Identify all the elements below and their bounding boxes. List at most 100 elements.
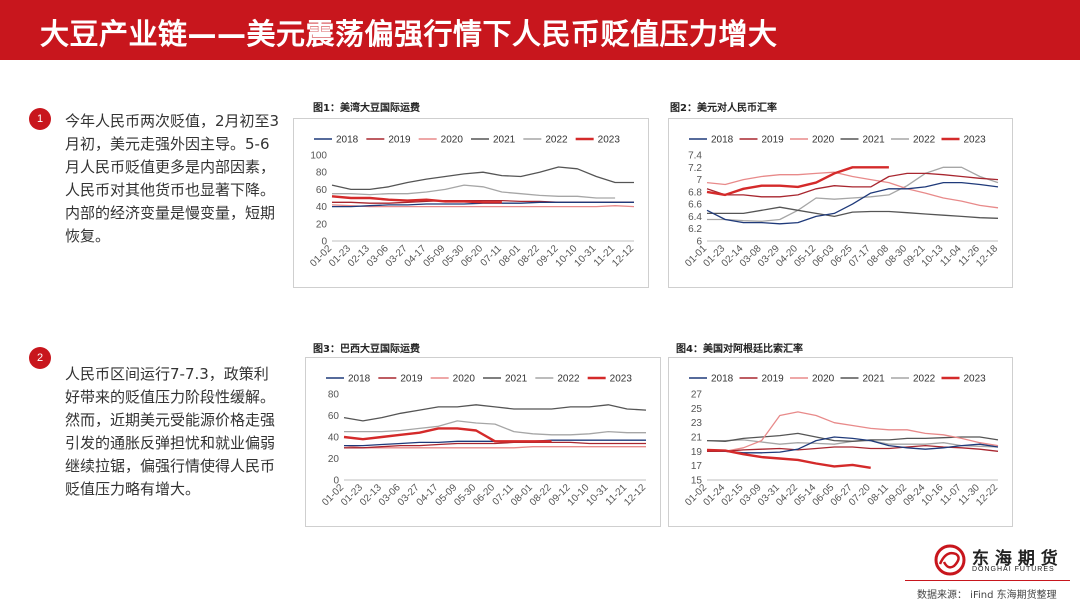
data-source: 数据来源： iFind 东海期货整理 (917, 590, 1057, 601)
x-tick-label: 06-20 (471, 482, 497, 508)
legend-label-2022: 2022 (557, 374, 580, 385)
y-tick-label: 6.6 (688, 200, 702, 211)
series-line-2019 (344, 441, 646, 449)
chart-2-svg: 2018 2019 2020 2021 2022 202366.26.46.66.877.… (683, 135, 1000, 270)
legend-label-2023: 2023 (610, 374, 633, 385)
legend-label-2020: 2020 (453, 374, 476, 385)
legend-label-2019: 2019 (388, 135, 411, 146)
series-line-2023 (706, 448, 871, 469)
y-tick-label: 19 (691, 447, 703, 458)
y-tick-label: 7 (696, 175, 702, 186)
chart-2-caption: 图2：美元对人民币汇率 (670, 103, 777, 114)
legend-label-2018: 2018 (711, 374, 734, 385)
y-tick-label: 60 (328, 411, 340, 422)
point-1-text: 今年人民币两次贬值，2月初至3月初，美元走强外因主导。5-6月人民币贬值更多是内… (65, 112, 280, 245)
legend-label-2019: 2019 (762, 135, 785, 146)
series-line-2023 (331, 195, 502, 204)
legend-label-2021: 2021 (505, 374, 528, 385)
series-line-2022 (332, 184, 616, 199)
legend-label-2020: 2020 (441, 135, 464, 146)
y-tick-label: 27 (691, 390, 703, 401)
chart-1: 2018 2019 2020 2021 2022 2023 0 20 40 60 80 100 01-0… (293, 118, 649, 288)
title-bar: 大豆产业链——美元震荡偏强行情下人民币贬值压力增大 (0, 0, 1080, 60)
series-line-2020 (706, 411, 999, 452)
chart-1-svg: 2018 2019 2020 2021 2022 202302040608010001-0… (308, 135, 636, 270)
logo-divider (905, 580, 1070, 581)
legend-label-2021: 2021 (863, 135, 886, 146)
y-tick-label: 0 (321, 237, 327, 248)
y-tick-label: 80 (328, 390, 340, 401)
legend-label-2020: 2020 (812, 135, 835, 146)
y-tick-label: 21 (691, 433, 703, 444)
point-2-number: 2 (29, 347, 51, 369)
legend-label-2018: 2018 (711, 135, 734, 146)
x-tick-label: 06-20 (459, 243, 485, 269)
series-line-2021 (343, 404, 647, 422)
chart-3-svg: 2018 2019 2020 2021 2022 202302040608001-0201… (320, 374, 648, 509)
legend-label-2021: 2021 (493, 135, 516, 146)
series-line-2020 (343, 444, 646, 449)
chart-4-svg: 2018 2019 2020 2021 2022 20231517192123252701… (683, 374, 1000, 509)
series-line-2021 (331, 166, 634, 191)
y-tick-label: 0 (333, 476, 339, 487)
legend-label-2018: 2018 (348, 374, 371, 385)
y-tick-label: 40 (328, 433, 340, 444)
series-line-2023 (706, 166, 889, 197)
y-tick-label: 15 (691, 476, 703, 487)
series-line-2019 (706, 172, 999, 198)
legend-label-2019: 2019 (762, 374, 785, 385)
series-line-2022 (344, 420, 646, 436)
chart-2: 2018 2019 2020 2021 2022 2023 6 6.2 6.4 6.6 6.8 7 7.… (668, 118, 1013, 288)
y-tick-label: 20 (328, 454, 340, 465)
series-line-2021 (707, 206, 999, 219)
series-line-2022 (707, 166, 999, 222)
y-tick-label: 6.8 (688, 187, 702, 198)
x-tick-label: 10-31 (573, 243, 599, 269)
y-tick-label: 6.4 (688, 212, 702, 223)
y-tick-label: 100 (310, 151, 327, 162)
series-line-2020 (706, 171, 999, 209)
x-tick-label: 10-31 (585, 482, 611, 508)
point-1-number: 1 (29, 108, 51, 130)
x-tick-label: 12-22 (974, 482, 1000, 508)
y-tick-label: 60 (316, 185, 328, 196)
series-line-2018 (706, 181, 999, 225)
y-tick-label: 40 (316, 202, 328, 213)
y-tick-label: 25 (691, 404, 703, 415)
chart-4: 2018 2019 2020 2021 2022 2023 15 17 19 21 23 25 27 01… (668, 357, 1013, 527)
page-title: 大豆产业链——美元震荡偏强行情下人民币贬值压力增大 (40, 17, 778, 51)
legend-label-2021: 2021 (863, 374, 886, 385)
x-tick-label: 12-18 (974, 243, 1000, 269)
chart-3-caption: 图3：巴西大豆国际运费 (313, 344, 420, 355)
chart-1-caption: 图1：美湾大豆国际运费 (313, 103, 420, 114)
legend-label-2019: 2019 (400, 374, 423, 385)
legend-label-2023: 2023 (964, 374, 987, 385)
dragon-logo-icon (934, 544, 966, 576)
y-tick-label: 20 (316, 219, 328, 230)
legend-label-2018: 2018 (336, 135, 359, 146)
y-tick-label: 17 (691, 461, 703, 472)
logo-english-name: DONGHAI FUTURES (972, 566, 1055, 573)
legend-label-2022: 2022 (545, 135, 568, 146)
y-tick-label: 6.2 (688, 224, 702, 235)
chart-3: 2018 2019 2020 2021 2022 2023 0 20 40 60 80 01-02 01… (305, 357, 661, 527)
series-line-2018 (706, 436, 999, 454)
x-tick-label: 12-12 (622, 482, 648, 508)
point-2-text: 人民币区间运行7-7.3，政策利好带来的贬值压力阶段性缓解。然而，近期美元受能源… (65, 365, 276, 498)
chart-4-caption: 图4：美国对阿根廷比索汇率 (676, 344, 803, 355)
legend-label-2023: 2023 (598, 135, 621, 146)
y-tick-label: 6 (696, 237, 702, 248)
legend-label-2020: 2020 (812, 374, 835, 385)
legend-label-2022: 2022 (913, 374, 936, 385)
legend-label-2022: 2022 (913, 135, 936, 146)
legend-label-2023: 2023 (964, 135, 987, 146)
company-logo: 东 海 期 货 DONGHAI FUTURES (932, 542, 1058, 582)
y-tick-label: 23 (691, 418, 703, 429)
y-tick-label: 80 (316, 168, 328, 179)
y-tick-label: 7.4 (688, 151, 702, 162)
logo-chinese-name: 东 海 期 货 (972, 549, 1058, 569)
series-line-2020 (331, 204, 635, 208)
x-tick-label: 12-12 (610, 243, 636, 269)
series-line-2021 (706, 432, 999, 442)
y-tick-label: 7.2 (688, 163, 702, 174)
